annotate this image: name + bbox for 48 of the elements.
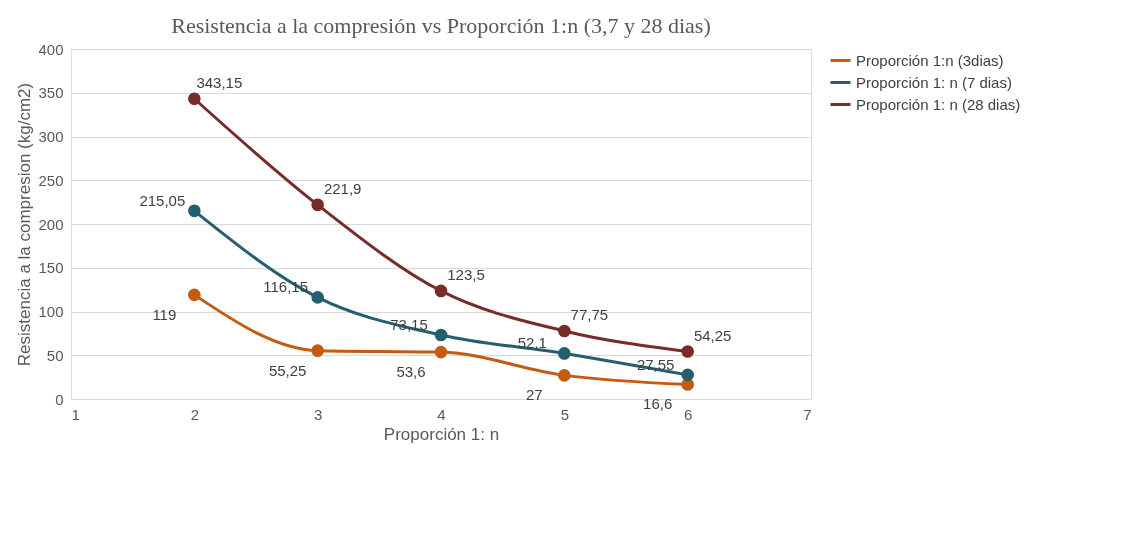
legend-label: Proporción 1: n (7 dias)	[856, 73, 1012, 91]
legend-label: Proporción 1: n (28 dias)	[856, 95, 1021, 113]
point	[188, 288, 201, 302]
point	[311, 344, 324, 357]
x-tick-label: 2	[190, 405, 200, 423]
data-label: 119	[152, 305, 177, 323]
y-tick-label: 350	[38, 84, 64, 102]
y-tick-label: 0	[55, 390, 64, 408]
x-tick-label: 4	[437, 405, 446, 423]
x-tick-label: 1	[71, 405, 80, 423]
data-label: 16,6	[643, 395, 673, 413]
y-tick-label: 250	[38, 171, 64, 189]
point	[558, 324, 571, 338]
x-tick-label: 7	[803, 405, 812, 423]
point	[311, 198, 324, 212]
point	[311, 291, 324, 304]
data-label: 54,25	[693, 326, 732, 344]
data-label: 123,5	[447, 265, 485, 283]
y-tick-label: 200	[38, 215, 64, 233]
point	[558, 347, 571, 360]
y-tick-label: 100	[38, 303, 64, 320]
point	[434, 328, 448, 342]
y-tick-label: 50	[46, 346, 64, 364]
data-label: 55,25	[268, 361, 307, 379]
legend-label: Proporción 1:n (3dias)	[856, 51, 1004, 69]
y-tick-label: 400	[38, 40, 64, 58]
data-label: 27	[525, 386, 543, 404]
x-tick-label: 5	[560, 405, 570, 423]
chart-title: Resistencia a la compresión vs Proporción 1:n (3,7 y 28 dias)	[171, 13, 711, 38]
point	[188, 92, 201, 106]
y-tick-label: 300	[38, 128, 64, 145]
x-axis-title: Proporción 1: n	[383, 424, 500, 444]
x-tick-label: 6	[683, 405, 693, 423]
x-tick-label: 3	[313, 405, 323, 423]
data-label: 343,15	[196, 73, 243, 91]
data-label: 52,1	[517, 334, 547, 352]
data-label: 53,6	[396, 363, 426, 381]
y-tick-label: 150	[38, 259, 64, 277]
point	[558, 369, 571, 382]
data-label: 221,9	[323, 179, 362, 197]
point	[188, 204, 201, 218]
point	[681, 345, 694, 358]
y-axis-title: Resistencia a la compresion (kg/cm2)	[15, 82, 35, 367]
point	[434, 345, 448, 359]
data-label: 77,75	[570, 305, 609, 323]
data-label: 215,05	[139, 191, 186, 209]
point	[681, 368, 694, 382]
point	[434, 284, 448, 298]
